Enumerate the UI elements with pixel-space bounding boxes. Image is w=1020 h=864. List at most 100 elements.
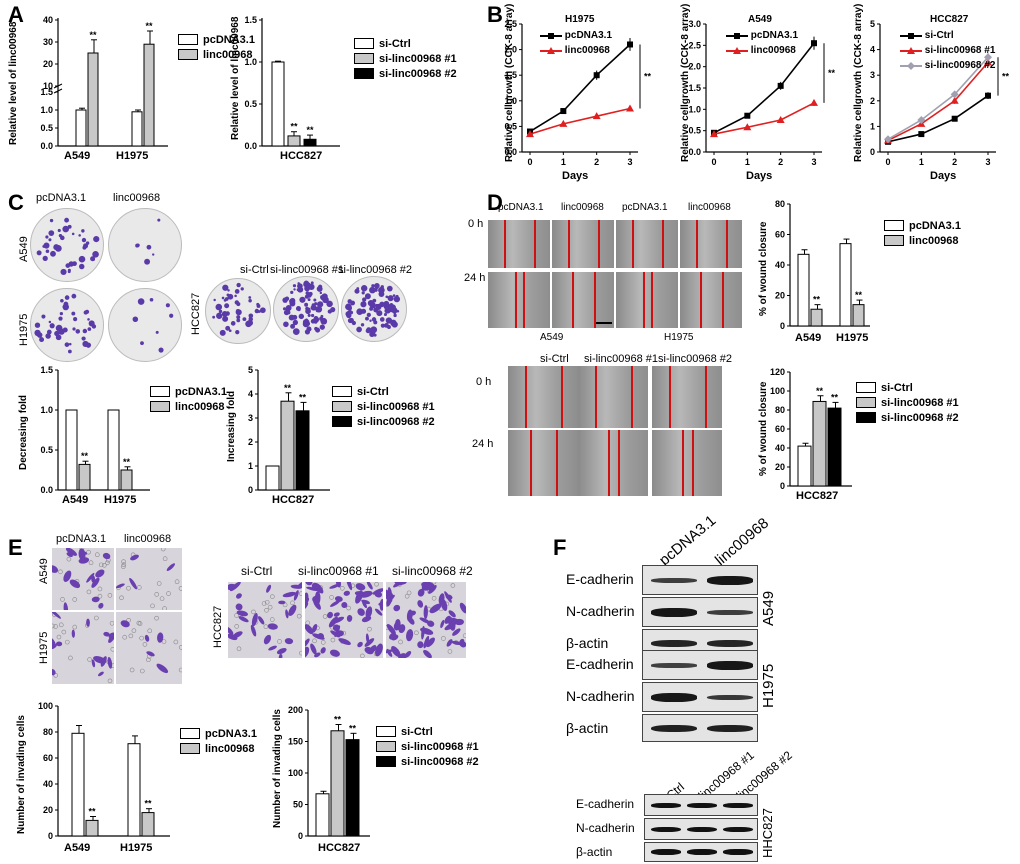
blot-band	[687, 826, 717, 833]
colony-dot	[248, 313, 254, 319]
cell	[423, 605, 428, 620]
d-sub-2: H1975	[664, 332, 694, 343]
tick-label: 60	[43, 753, 53, 763]
wound-edge-line	[700, 272, 702, 328]
tick-label: 1.5	[688, 83, 701, 93]
c-row-label-2: H1975	[18, 313, 30, 346]
colony-dot	[212, 315, 216, 319]
colony-dot	[254, 308, 260, 314]
tick-label: 1	[919, 157, 924, 167]
legend-item: linc00968	[180, 741, 257, 756]
legend-marker	[900, 32, 922, 39]
colony-dot	[304, 318, 309, 322]
cell	[65, 548, 77, 556]
legend-item: pcDNA3.1	[150, 384, 227, 399]
legend-swatch	[178, 49, 198, 60]
pore	[160, 548, 166, 552]
legend-item: pcDNA3.1	[180, 726, 257, 741]
cell	[100, 656, 107, 667]
colony-dot	[140, 341, 144, 346]
tick-label: 20	[775, 462, 785, 472]
cell	[320, 647, 326, 654]
tick-label: 1.0	[40, 105, 53, 115]
colony-dot	[57, 228, 61, 233]
wound-edge-line	[692, 430, 694, 496]
colony-dot	[284, 296, 290, 301]
pore	[121, 562, 127, 568]
pore	[178, 667, 182, 673]
wound-image	[508, 366, 578, 428]
cell	[365, 606, 373, 619]
tick-label: 1	[745, 157, 750, 167]
wound-edge-line	[669, 366, 671, 428]
blot-strip	[644, 818, 758, 840]
pore	[107, 678, 113, 684]
pore	[128, 633, 134, 639]
colony-dot	[307, 298, 311, 302]
colony-dot	[225, 325, 231, 331]
pore	[414, 630, 419, 636]
colony-dot	[361, 308, 367, 314]
pore	[159, 596, 165, 601]
colony-dot	[345, 303, 352, 311]
tick-label: 2	[778, 157, 783, 167]
e-right-2: si-linc00968 #1	[298, 564, 379, 578]
tick-label: 2.0	[688, 62, 701, 72]
tick-label: 60	[775, 424, 785, 434]
sig-marker: **	[1002, 71, 1010, 81]
colony-dot	[329, 302, 333, 306]
pore	[58, 569, 63, 575]
data-point	[626, 104, 634, 112]
colony-dot	[45, 333, 51, 339]
colony-dot	[87, 327, 92, 331]
pore	[374, 582, 379, 587]
tick-label: 4	[248, 389, 253, 399]
tick-label: 0.5	[40, 123, 53, 133]
pore	[121, 564, 126, 569]
colony-dot	[146, 244, 152, 250]
pore	[450, 583, 456, 588]
wound-edge-line	[556, 430, 558, 496]
pore	[66, 556, 72, 562]
colony-dot	[87, 318, 90, 321]
colony-dot	[291, 301, 295, 305]
pore	[58, 622, 64, 628]
wound-edge-line	[632, 220, 634, 268]
bar	[280, 400, 295, 491]
pore	[162, 556, 168, 562]
sig-marker: **	[828, 68, 836, 78]
panel-letter-f: F	[553, 535, 567, 560]
wound-edge-line	[515, 272, 517, 328]
sig-marker: **	[816, 386, 824, 396]
pore	[269, 617, 275, 622]
pore	[56, 634, 62, 640]
c-right-label-1: si-Ctrl	[240, 264, 269, 276]
legend-item: si-linc00968 #2	[900, 58, 995, 73]
pore	[53, 673, 58, 678]
wound-edge-line	[618, 430, 620, 496]
pore	[277, 639, 282, 644]
colony-dot	[313, 298, 317, 302]
colony-dot	[137, 298, 145, 305]
b-title-1: H1975	[565, 14, 595, 25]
b-ylabel-1: Relative cellgrowth (CCK-8 array)	[504, 3, 515, 162]
pore	[105, 560, 110, 566]
d-btime-24: 24 h	[472, 438, 494, 450]
cell	[361, 600, 368, 609]
colony-dot	[46, 329, 52, 335]
pore	[320, 640, 326, 645]
wound-edge-line	[594, 272, 596, 328]
sig-marker: **	[831, 392, 839, 402]
c-left-cat-1: A549	[62, 494, 89, 506]
tick-label: 1.0	[244, 57, 257, 67]
legend-marker	[540, 46, 562, 54]
cell	[276, 647, 287, 655]
invasion-image	[52, 548, 114, 610]
wound-edge-line	[631, 366, 633, 428]
wound-image	[578, 430, 648, 496]
legend-item: si-Ctrl	[376, 724, 479, 739]
colony-dot	[158, 347, 164, 353]
colony-dot	[42, 255, 48, 262]
pore	[110, 646, 114, 652]
pore	[94, 552, 100, 558]
